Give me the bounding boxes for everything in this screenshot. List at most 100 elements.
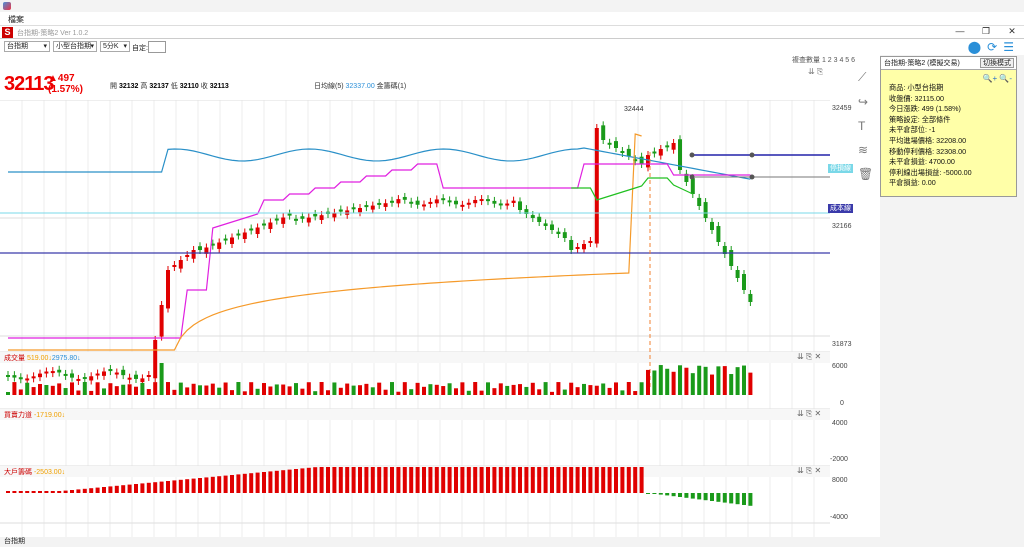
- volume-bar: [594, 385, 599, 395]
- trash-icon[interactable]: 🗑: [858, 167, 874, 181]
- volume-bar: [415, 382, 420, 395]
- power-bar: [466, 467, 471, 493]
- symbol-select[interactable]: 台指期: [4, 41, 50, 52]
- power-bar: [12, 491, 17, 493]
- candle-body: [601, 125, 606, 140]
- candle-body: [82, 377, 87, 380]
- candle-body: [76, 378, 81, 381]
- power-bar: [70, 490, 74, 493]
- volume-bar: [626, 382, 631, 395]
- power-bar: [242, 473, 247, 493]
- volume-bar: [729, 374, 734, 395]
- info-line: 平倉損益: 0.00: [889, 178, 936, 188]
- power-tick-bottom: -2000: [830, 456, 848, 463]
- candle-body: [582, 244, 586, 250]
- menu-file[interactable]: 檔案: [8, 15, 24, 24]
- volume-bar: [25, 382, 30, 395]
- contract-select[interactable]: 小型台指期: [53, 41, 97, 52]
- switch-mode-button[interactable]: 切換模式: [980, 58, 1014, 68]
- volume-bar: [620, 390, 625, 395]
- candle-body: [108, 369, 113, 372]
- power-bar: [281, 470, 286, 493]
- text-icon[interactable]: T: [858, 119, 866, 133]
- power-bar: [268, 471, 273, 493]
- power-bar: [441, 467, 446, 493]
- volume-bar: [223, 382, 228, 395]
- candle-body: [428, 201, 433, 204]
- curve-icon[interactable]: ↪: [858, 95, 869, 109]
- line-draw-icon[interactable]: ⟋: [858, 70, 867, 84]
- power-bar: [460, 467, 465, 493]
- volume-bar: [390, 382, 394, 395]
- zoom-icon[interactable]: 🔍+ 🔍-: [982, 74, 1012, 83]
- candle-body: [402, 196, 407, 200]
- chart-settings-icon[interactable]: ⇊ ⎘: [808, 67, 824, 76]
- candle-body: [287, 213, 292, 216]
- power-bar: [76, 489, 81, 493]
- candle-body: [588, 241, 593, 243]
- candle-body: [742, 274, 746, 290]
- os-titlebar: [0, 0, 1024, 12]
- power-bar: [82, 488, 87, 493]
- location-icon[interactable]: ⬤: [967, 40, 982, 54]
- candle-body: [140, 378, 145, 383]
- panel-header-bg: [0, 352, 830, 363]
- candle-body: [6, 375, 10, 377]
- power-bar: [530, 467, 535, 493]
- interval-select[interactable]: 5分K: [100, 41, 130, 52]
- app-title: 台指期-策略2 Ver 1.0.2: [17, 30, 89, 37]
- volume-panel-controls[interactable]: ⇊ ⎘ ✕: [797, 352, 822, 361]
- power-bar: [146, 482, 151, 493]
- volume-bar: [370, 387, 375, 395]
- power-bar: [114, 485, 119, 493]
- power-bar: [518, 467, 522, 493]
- volume-bar: [313, 391, 318, 395]
- candle-body: [274, 218, 279, 221]
- power-bar: [319, 467, 324, 493]
- volume-bar: [102, 388, 106, 395]
- candle-body: [722, 245, 727, 254]
- power-bar: [454, 467, 458, 493]
- candle-body: [466, 202, 471, 205]
- volume-bar: [300, 388, 305, 395]
- custom-input[interactable]: [148, 41, 166, 53]
- ma-legend: 日均線(5) 32337.00 金籌碼(1): [314, 83, 407, 90]
- power-bar: [358, 467, 362, 493]
- power-bar: [665, 493, 670, 496]
- list-icon[interactable]: ☰: [1003, 40, 1014, 54]
- current-price: 32113: [4, 73, 55, 95]
- candlestick-chart[interactable]: [0, 100, 860, 547]
- close-button[interactable]: ✕: [1008, 26, 1016, 36]
- power-bar: [191, 478, 196, 493]
- volume-bar: [434, 384, 439, 395]
- volume-bar: [716, 366, 721, 395]
- power-bar: [306, 467, 311, 493]
- candle-body: [607, 142, 612, 145]
- power-bar: [18, 491, 23, 493]
- candle-body: [134, 374, 138, 379]
- power-bar: [562, 467, 567, 493]
- volume-bar: [678, 365, 682, 395]
- chart-area[interactable]: 複查數量 1 2 3 4 5 6 ⇊ ⎘ 32113 ▲497 (1.57%) 開…: [0, 55, 880, 547]
- candle-body: [569, 239, 574, 250]
- power-panel-controls[interactable]: ⇊ ⎘ ✕: [797, 409, 822, 418]
- power-bar: [748, 493, 753, 506]
- refresh-icon[interactable]: ⟳: [987, 40, 998, 54]
- power-bar: [614, 467, 618, 493]
- large-panel-controls[interactable]: ⇊ ⎘ ✕: [797, 466, 822, 475]
- power-bar: [134, 484, 138, 493]
- candle-body: [364, 205, 369, 208]
- maximize-button[interactable]: ❐: [981, 26, 991, 36]
- candle-body: [338, 209, 343, 212]
- price-change: ▲497 (1.57%): [48, 73, 84, 95]
- volume-bar: [114, 386, 119, 395]
- volume-bar: [466, 390, 471, 395]
- candle-body: [524, 209, 529, 214]
- info-line: 平均進場價格: 32208.00: [889, 135, 967, 145]
- candle-body: [313, 213, 318, 217]
- power-bar: [729, 493, 734, 504]
- minimize-button[interactable]: —: [955, 26, 965, 36]
- cost-tag: 成本線: [828, 204, 853, 213]
- fib-icon[interactable]: ≋: [858, 143, 869, 157]
- power-bar: [210, 476, 215, 493]
